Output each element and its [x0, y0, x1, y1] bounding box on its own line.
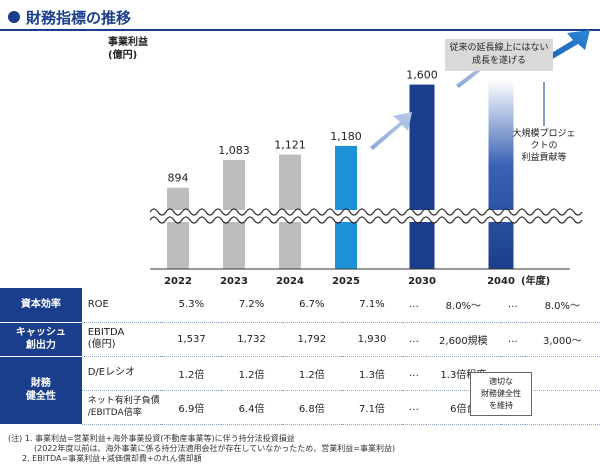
footnote-1-sub: (2022年度以前は、海外事業に係る持分法適用会社が存在していなかったため、営業…	[34, 444, 396, 453]
bar-2040	[488, 80, 514, 269]
table-cell: 6.7%	[281, 288, 342, 323]
table-cell: 7.1%	[341, 288, 403, 323]
table-cell: 8.0%〜	[524, 288, 600, 323]
y-unit-label: 事業利益 (億円)	[108, 36, 148, 62]
section-header: 財務指標の推移	[8, 6, 131, 28]
data-label-2025: 1,180	[330, 130, 362, 143]
x-tick-2025: 2025	[332, 276, 360, 287]
table-cell: …	[501, 288, 525, 323]
table-cell: 8.0%〜	[425, 288, 501, 323]
table-cell	[524, 390, 600, 425]
x-tick-2040: 2040	[487, 276, 515, 287]
x-tick-2023: 2023	[220, 276, 248, 287]
y-unit-label-line1: 事業利益	[108, 37, 148, 48]
metrics-table: 資本効率 ROE 5.3% 7.2% 6.7% 7.1%… 8.0%〜… 8.0%〜 キャッシュ…	[0, 288, 600, 425]
table-cell: 7.2%	[221, 288, 282, 323]
x-tick-2022: 2022	[164, 276, 192, 287]
row-metric: EBITDA (億円)	[81, 322, 162, 357]
axis-break-line-bottom	[149, 216, 583, 224]
data-label-2030: 1,600	[406, 69, 438, 82]
axis-break-band	[150, 210, 570, 222]
table-cell: …	[402, 390, 426, 425]
page-title: 財務指標の推移	[26, 8, 132, 27]
growth-note-box: 従来の延長線上にはない 成長を遂げる	[445, 39, 553, 71]
header-rule	[0, 29, 600, 31]
row-category: 資本効率	[0, 288, 82, 323]
table-cell: …	[501, 322, 525, 357]
x-tick-2030: 2030	[408, 276, 436, 287]
table-row: 資本効率 ROE 5.3% 7.2% 6.7% 7.1%… 8.0%〜… 8.0%〜	[0, 288, 600, 323]
table-cell: 1.2倍	[221, 356, 282, 391]
row-category: 財務 健全性	[0, 356, 82, 425]
bullet-icon	[8, 11, 20, 23]
table-cell: 7.1倍	[341, 390, 403, 425]
bar-2030	[409, 84, 435, 269]
table-cell: 1,792	[281, 322, 342, 357]
table-cell: 1.3倍	[341, 356, 403, 391]
footnote-2: 2. EBITDA=事業利益+減価償却費+のれん償却額	[22, 454, 202, 463]
table-cell: 1,537	[161, 322, 222, 357]
table-cell: 1,732	[221, 322, 282, 357]
health-box-line1: 適切な	[489, 377, 513, 386]
table-cell: …	[402, 322, 426, 357]
x-axis-suffix: (年度)	[521, 274, 550, 287]
table-cell: …	[402, 356, 426, 391]
bar-2025	[335, 145, 357, 269]
table-cell: 6.8倍	[281, 390, 342, 425]
data-label-2024: 1,121	[274, 139, 306, 152]
table-cell: 2,600規模	[425, 322, 501, 357]
profit-chart: 894 2022 1,083 2023 1,121 2024 1,180 2025 1,600 2…	[149, 30, 590, 287]
footnote-1: (注) 1. 事業利益=営業利益+海外事業投資(不動産事業等)に伴う持分法投資損…	[8, 434, 295, 443]
health-box-line2: 財務健全性	[481, 389, 521, 398]
table-cell: 1.2倍	[161, 356, 222, 391]
row-category: キャッシュ 創出力	[0, 322, 82, 357]
callout-line1: 大規模プロジェクトの	[512, 129, 576, 151]
table-cell: …	[402, 288, 426, 323]
table-cell: 6.4倍	[221, 390, 282, 425]
health-box: 適切な 財務健全性 を維持	[470, 372, 532, 416]
row-metric: D/Eレシオ	[81, 356, 162, 391]
data-label-2023: 1,083	[218, 144, 250, 157]
row-metric: ネット有利子負債 /EBITDA倍率	[81, 390, 162, 425]
callout-line2: 利益貢献等	[521, 153, 567, 163]
callout-label: 大規模プロジェクトの 利益貢献等	[512, 128, 576, 164]
bar-2022	[167, 187, 189, 269]
axis-break-line-top	[149, 208, 583, 216]
table-cell: 3,000〜	[524, 322, 600, 357]
row-metric: ROE	[81, 288, 162, 323]
health-box-line3: を維持	[489, 401, 513, 410]
y-unit-label-line2: (億円)	[108, 50, 138, 61]
table-row: キャッシュ 創出力 EBITDA (億円) 1,537 1,732 1,792 1,930…	[0, 322, 600, 357]
growth-note-line1: 従来の延長線上にはない	[449, 43, 549, 53]
x-tick-2024: 2024	[276, 276, 304, 287]
growth-note-line2: 成長を遂げる	[471, 56, 526, 66]
table-cell: 6.9倍	[161, 390, 222, 425]
table-cell: 1.2倍	[281, 356, 342, 391]
table-cell: 1,930	[341, 322, 403, 357]
data-label-2022: 894	[168, 172, 189, 185]
footnotes: (注) 1. 事業利益=営業利益+海外事業投資(不動産事業等)に伴う持分法投資損…	[8, 434, 395, 464]
growth-arrow-1	[370, 112, 412, 150]
table-cell	[524, 356, 600, 391]
table-cell: 5.3%	[161, 288, 222, 323]
